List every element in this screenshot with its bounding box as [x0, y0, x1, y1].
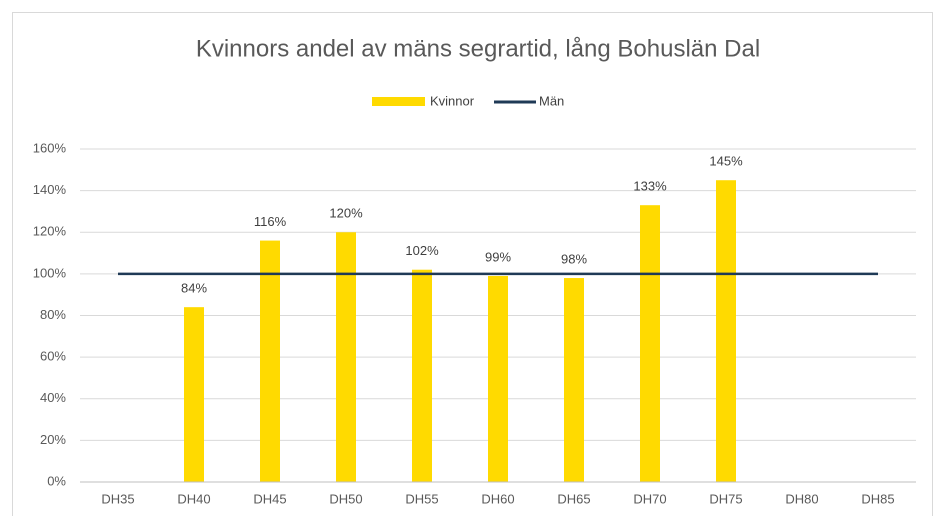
y-tick-label: 20%	[40, 432, 66, 447]
chart-title: Kvinnors andel av mäns segrartid, lång B…	[196, 35, 760, 62]
y-tick-label: 60%	[40, 349, 66, 364]
bar	[336, 232, 356, 482]
data-label: 133%	[633, 179, 667, 194]
data-label: 98%	[561, 251, 587, 266]
x-tick-label: DH50	[329, 491, 362, 506]
x-tick-label: DH40	[177, 491, 210, 506]
bar	[184, 307, 204, 482]
x-tick-label: DH55	[405, 491, 438, 506]
data-label: 145%	[709, 154, 743, 169]
x-tick-label: DH80	[785, 491, 818, 506]
bar	[488, 275, 508, 482]
y-tick-label: 100%	[33, 265, 67, 280]
legend-label: Män	[539, 93, 564, 108]
data-label: 102%	[405, 243, 439, 258]
x-tick-label: DH35	[101, 491, 134, 506]
bar	[716, 180, 736, 482]
y-tick-label: 160%	[33, 140, 67, 155]
bar	[412, 269, 432, 482]
data-label: 116%	[254, 214, 287, 229]
legend-label: Kvinnor	[430, 93, 475, 108]
data-label: 120%	[329, 206, 363, 221]
chart-border	[12, 12, 933, 516]
y-tick-label: 0%	[47, 473, 66, 488]
bar	[260, 240, 280, 482]
bar	[564, 278, 584, 482]
data-label: 99%	[485, 249, 511, 264]
legend-swatch	[372, 97, 425, 106]
y-tick-label: 120%	[33, 224, 67, 239]
x-tick-label: DH85	[861, 491, 894, 506]
x-tick-label: DH70	[633, 491, 666, 506]
y-tick-label: 80%	[40, 307, 66, 322]
x-tick-label: DH65	[557, 491, 590, 506]
x-tick-label: DH60	[481, 491, 514, 506]
bar	[640, 205, 660, 482]
x-tick-label: DH45	[253, 491, 286, 506]
x-tick-label: DH75	[709, 491, 742, 506]
y-tick-label: 140%	[33, 182, 67, 197]
y-tick-label: 40%	[40, 390, 66, 405]
data-label: 84%	[181, 281, 207, 296]
